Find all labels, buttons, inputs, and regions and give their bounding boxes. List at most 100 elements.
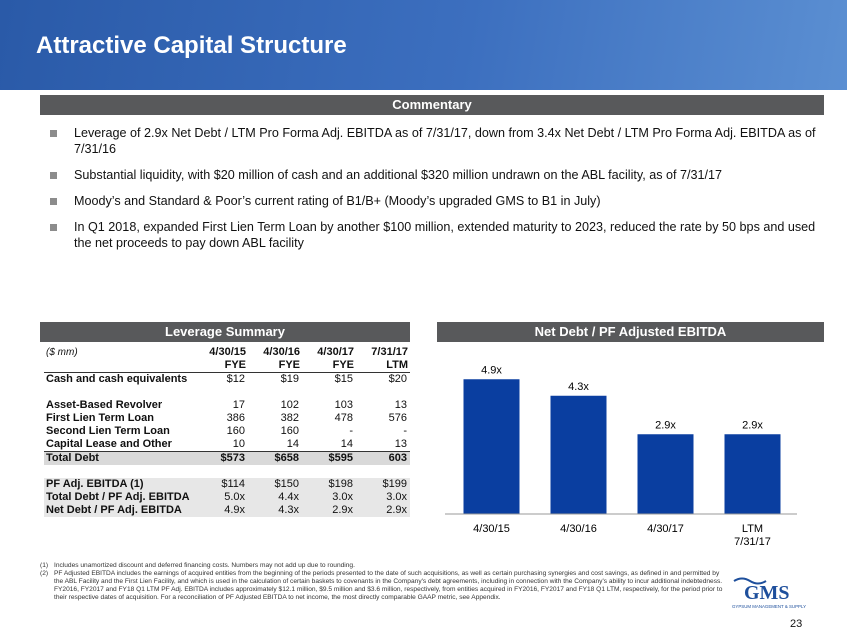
bullet-text: Leverage of 2.9x Net Debt / LTM Pro Form… xyxy=(74,126,816,156)
leverage-summary-table: ($ mm) 4/30/15 4/30/16 4/30/17 7/31/17 F… xyxy=(44,346,410,517)
table-row: Net Debt / PF Adj. EBITDA 4.9x 4.3x 2.9x… xyxy=(44,504,410,517)
cell-value: 478 xyxy=(334,412,353,424)
table-row: Asset-Based Revolver 17 102 103 13 xyxy=(44,399,410,412)
data-label-0: 4.9x xyxy=(481,364,502,376)
cell-value: $198 xyxy=(302,478,356,491)
total-debt-row: Total Debt $573 $658 $595 603 xyxy=(44,451,410,465)
table-row: Second Lien Term Loan 160 160 - - xyxy=(44,425,410,438)
column-date: 7/31/17 xyxy=(371,346,408,358)
net-debt-bar-chart: 4.9x 4/30/15 4.3x 4/30/16 2.9x 4/30/17 2.9x LTM… xyxy=(445,364,797,548)
cell-value: $12 xyxy=(226,373,245,385)
data-label-2: 2.9x xyxy=(655,419,676,431)
category-label-0: 4/30/15 xyxy=(473,523,510,535)
cell-value: $19 xyxy=(280,373,299,385)
cell-value: 13 xyxy=(394,438,407,450)
cell-value: $658 xyxy=(248,451,302,465)
bar-2 xyxy=(637,434,694,514)
cell-value: 2.9x xyxy=(356,504,410,517)
cell-value: 160 xyxy=(226,425,245,437)
row-label: Second Lien Term Loan xyxy=(46,425,170,437)
table-row: First Lien Term Loan 386 382 478 576 xyxy=(44,412,410,425)
table-header-row: FYE FYE FYE LTM xyxy=(44,359,410,373)
row-label: Net Debt / PF Adj. EBITDA xyxy=(44,504,194,517)
row-label: Asset-Based Revolver xyxy=(46,399,163,411)
column-date: 4/30/17 xyxy=(317,346,354,358)
bullet-text: In Q1 2018, expanded First Lien Term Loa… xyxy=(74,220,816,250)
cell-value: $573 xyxy=(194,451,248,465)
footnote-number: (1) xyxy=(40,562,49,569)
cell-value: 4.4x xyxy=(248,491,302,504)
cell-value: 386 xyxy=(226,412,245,424)
square-bullet-icon xyxy=(50,198,57,205)
column-period: FYE xyxy=(248,359,302,373)
logo-text: GMS xyxy=(744,582,790,604)
cell-value: - xyxy=(349,425,353,437)
leverage-summary-heading: Leverage Summary xyxy=(40,322,410,342)
units-label: ($ mm) xyxy=(46,347,78,358)
bar-3 xyxy=(724,434,781,514)
bullet-text: Substantial liquidity, with $20 million … xyxy=(74,168,723,182)
category-label-1: 4/30/16 xyxy=(560,523,597,535)
row-label: First Lien Term Loan xyxy=(46,412,154,424)
bullet-text: Moody’s and Standard & Poor’s current ra… xyxy=(74,194,601,208)
gms-logo: GMS GYPSUM MANAGEMENT & SUPPLY xyxy=(732,577,806,609)
page-title: Attractive Capital Structure xyxy=(36,32,347,59)
footnote: (1) Includes unamortized discount and def… xyxy=(40,562,730,570)
column-date: 4/30/15 xyxy=(209,346,246,358)
category-label-3: 7/31/17 xyxy=(734,536,771,548)
cell-value: $150 xyxy=(248,478,302,491)
cell-value: 4.3x xyxy=(248,504,302,517)
table-header-row: ($ mm) 4/30/15 4/30/16 4/30/17 7/31/17 xyxy=(44,346,410,359)
cell-value: 14 xyxy=(340,438,353,450)
title-banner: Attractive Capital Structure xyxy=(0,0,847,90)
cell-value: $15 xyxy=(334,373,353,385)
column-period: FYE xyxy=(194,359,248,373)
cell-value: 4.9x xyxy=(194,504,248,517)
bullet-item: Leverage of 2.9x Net Debt / LTM Pro Form… xyxy=(48,125,828,157)
cell-value: 102 xyxy=(280,399,299,411)
table-row: Capital Lease and Other 10 14 14 13 xyxy=(44,438,410,452)
category-label-3: LTM xyxy=(742,523,763,535)
cell-value: 576 xyxy=(388,412,407,424)
bullet-item: Substantial liquidity, with $20 million … xyxy=(48,167,828,183)
logo-tagline: GYPSUM MANAGEMENT & SUPPLY xyxy=(732,604,806,609)
net-debt-chart-heading: Net Debt / PF Adjusted EBITDA xyxy=(437,322,824,342)
row-label: Total Debt xyxy=(44,451,194,465)
cell-value: 160 xyxy=(280,425,299,437)
square-bullet-icon xyxy=(50,172,57,179)
cell-value: $199 xyxy=(356,478,410,491)
cell-value: $595 xyxy=(302,451,356,465)
cell-value: 3.0x xyxy=(302,491,356,504)
cell-value: - xyxy=(403,425,407,437)
cell-value: 5.0x xyxy=(194,491,248,504)
square-bullet-icon xyxy=(50,130,57,137)
footnotes: (1) Includes unamortized discount and def… xyxy=(40,562,730,602)
cell-value: 10 xyxy=(232,438,245,450)
bar-1 xyxy=(550,395,607,514)
bullet-item: In Q1 2018, expanded First Lien Term Loa… xyxy=(48,219,828,251)
column-period: LTM xyxy=(356,359,410,373)
column-date: 4/30/16 xyxy=(263,346,300,358)
data-label-3: 2.9x xyxy=(742,419,763,431)
cell-value: 103 xyxy=(334,399,353,411)
table-row: Total Debt / PF Adj. EBITDA 5.0x 4.4x 3.… xyxy=(44,491,410,504)
cell-value: 603 xyxy=(356,451,410,465)
table-row: PF Adj. EBITDA (1) $114 $150 $198 $199 xyxy=(44,478,410,491)
cell-value: 382 xyxy=(280,412,299,424)
page-number: 23 xyxy=(790,618,803,630)
cell-value: 13 xyxy=(394,399,407,411)
row-label: Total Debt / PF Adj. EBITDA xyxy=(44,491,194,504)
cell-value: 17 xyxy=(232,399,245,411)
table-row: Cash and cash equivalents $12 $19 $15 $2… xyxy=(44,373,410,387)
row-label: Capital Lease and Other xyxy=(46,438,172,450)
bar-0 xyxy=(463,379,520,514)
row-label: PF Adj. EBITDA (1) xyxy=(44,478,194,491)
footnote-number: (2) xyxy=(40,570,49,577)
footnote-text: PF Adjusted EBITDA includes the earnings… xyxy=(54,570,723,601)
row-label: Cash and cash equivalents xyxy=(46,373,188,385)
commentary-list: Leverage of 2.9x Net Debt / LTM Pro Form… xyxy=(48,125,828,261)
square-bullet-icon xyxy=(50,224,57,231)
cell-value: $20 xyxy=(388,373,407,385)
commentary-heading: Commentary xyxy=(40,95,824,115)
category-label-2: 4/30/17 xyxy=(647,523,684,535)
